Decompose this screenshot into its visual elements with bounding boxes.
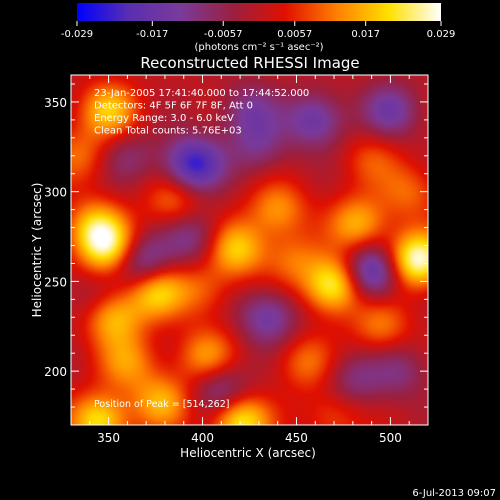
heatmap-image — [71, 75, 428, 425]
y-axis-label: Heliocentric Y (arcsec) — [30, 183, 44, 318]
chart-title: Reconstructed RHESSI Image — [140, 54, 359, 72]
colorbar-tick-label: -0.017 — [136, 29, 168, 40]
x-tick-label: 500 — [379, 431, 402, 445]
colorbar-tick-label: -0.029 — [61, 29, 93, 40]
y-tick-label: 350 — [44, 96, 67, 110]
annotation-block: 23-Jan-2005 17:41:40.000 to 17:44:52.000… — [94, 88, 309, 137]
annotation-line: 23-Jan-2005 17:41:40.000 to 17:44:52.000 — [94, 88, 309, 99]
peak-position-label: Position of Peak = [514,262] — [94, 399, 229, 410]
axis-ticks: 350 400 450 500 200 250 300 350 — [44, 75, 429, 445]
x-tick-label: 400 — [191, 431, 214, 445]
y-tick-label: 250 — [44, 275, 67, 289]
colorbar-ticks: -0.029 -0.017 -0.0057 0.0057 0.017 0.029 — [61, 21, 455, 40]
annotation-line: Detectors: 4F 5F 6F 7F 8F, Att 0 — [94, 101, 253, 112]
annotation-line: Energy Range: 3.0 - 6.0 keV — [94, 113, 234, 124]
x-tick-label: 450 — [285, 431, 308, 445]
x-axis-label: Heliocentric X (arcsec) — [180, 446, 316, 460]
colorbar-tick-label: 0.029 — [427, 29, 456, 40]
annotation-line: Clean Total counts: 5.76E+03 — [94, 126, 242, 137]
colorbar-tick-label: 0.0057 — [277, 29, 312, 40]
y-tick-label: 300 — [44, 186, 67, 200]
x-tick-label: 350 — [97, 431, 120, 445]
colorbar-tick-label: 0.017 — [351, 29, 380, 40]
colorbar-unit-label: (photons cm⁻² s⁻¹ asec⁻²) — [194, 42, 323, 53]
footer-date: 6-Jul-2013 09:07 — [412, 488, 496, 499]
plot-frame — [70, 74, 429, 426]
y-tick-label: 200 — [44, 365, 67, 379]
colorbar — [77, 3, 441, 21]
colorbar-tick-label: -0.0057 — [204, 29, 243, 40]
